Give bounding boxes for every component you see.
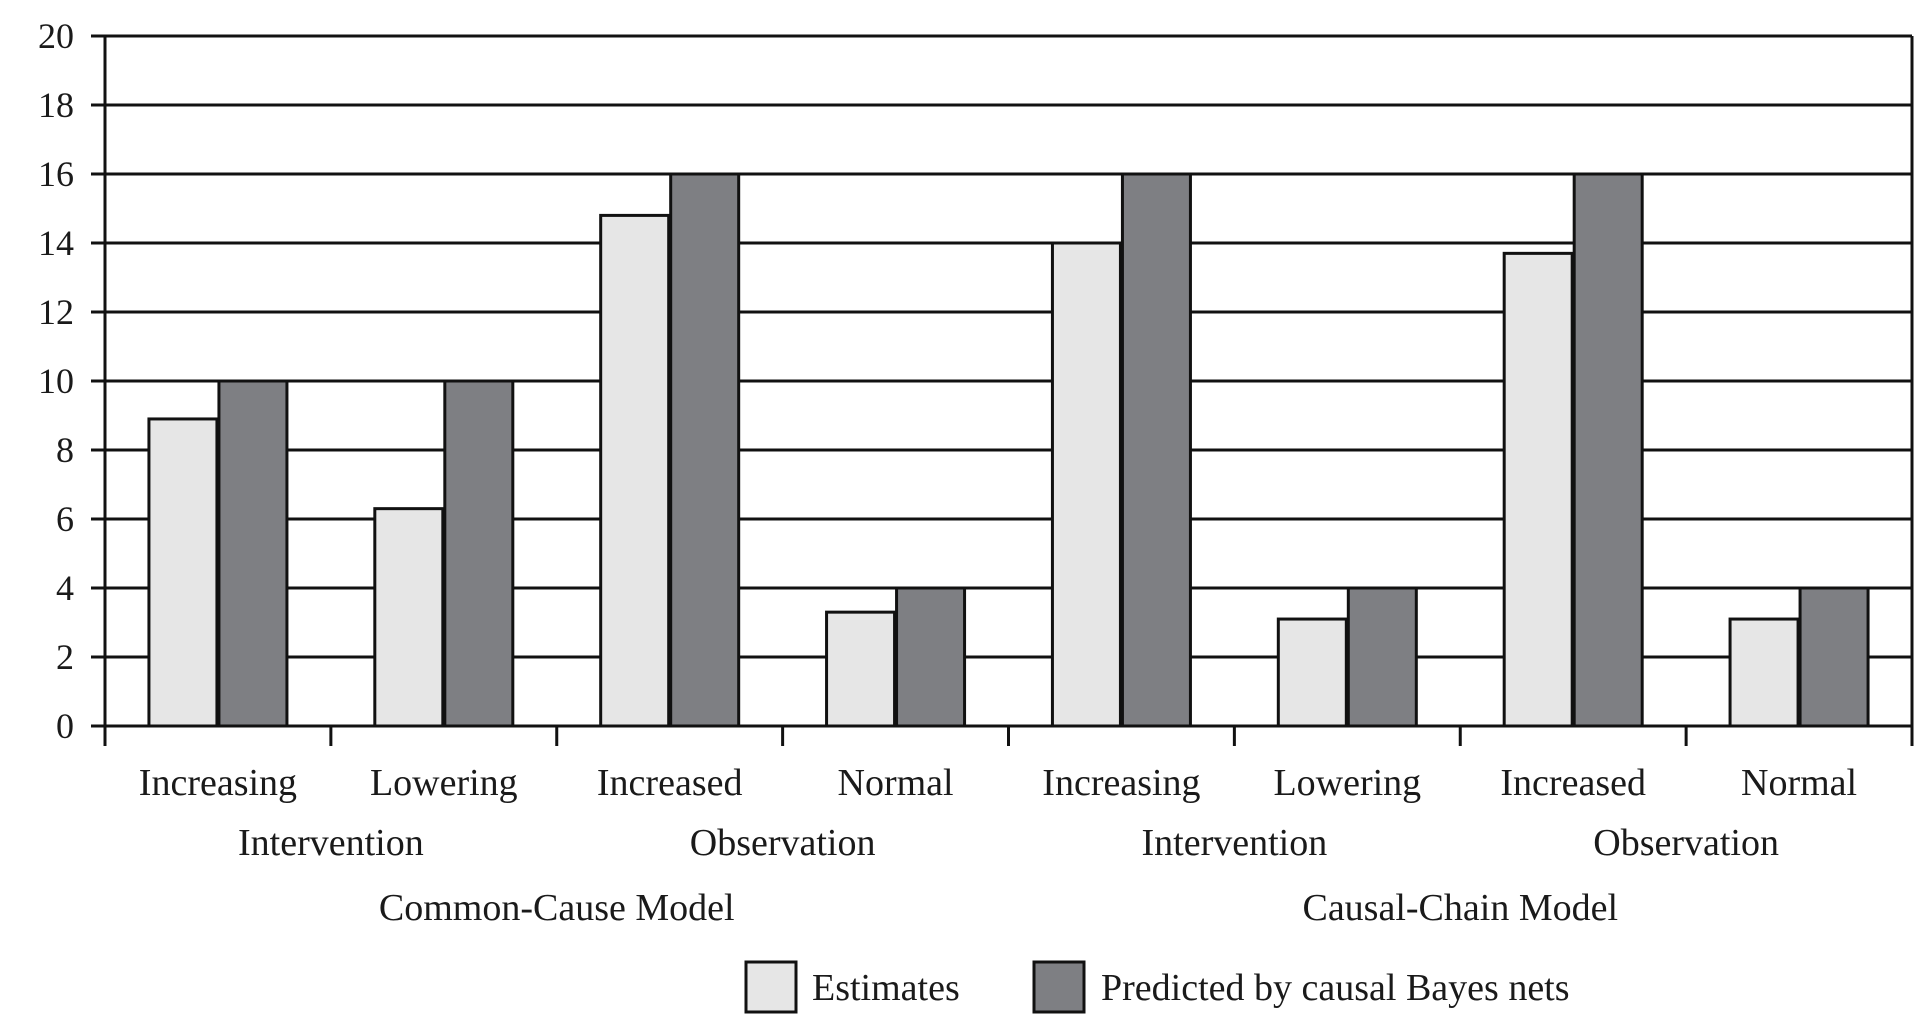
y-tick-label: 4 (56, 568, 74, 608)
axes (91, 34, 1914, 746)
x-category-label: Lowering (1273, 762, 1421, 804)
y-tick-label: 20 (38, 16, 74, 56)
bar-estimates (599, 213, 671, 728)
y-tick-label: 8 (56, 430, 74, 470)
bar-estimates (1276, 617, 1348, 728)
y-tick-labels: 0 2 4 6 8 10 12 14 16 18 20 (38, 16, 74, 746)
bar-estimates (1728, 617, 1800, 728)
x-category-label: Increased (1500, 762, 1646, 804)
y-tick-label: 2 (56, 637, 74, 677)
y-tick-label: 6 (56, 499, 74, 539)
bar-predicted (443, 379, 515, 728)
x-category-label: Lowering (370, 762, 518, 804)
bar-predicted (1572, 172, 1644, 728)
legend: Estimates Predicted by causal Bayes nets (744, 960, 1570, 1014)
x-group-label: Causal-Chain Model (1302, 887, 1618, 929)
bar-estimates (373, 507, 445, 728)
bar-predicted (669, 172, 741, 728)
bar-predicted (895, 586, 967, 728)
legend-label: Estimates (812, 967, 960, 1009)
x-category-label: Increased (597, 762, 743, 804)
bar-estimates (825, 610, 897, 728)
y-tick-label: 0 (56, 706, 74, 746)
x-subgroup-label: Intervention (238, 822, 424, 864)
legend-swatch (744, 960, 798, 1014)
y-tick-label: 10 (38, 361, 74, 401)
x-category-labels: Increasing Lowering Increased Normal Increas… (139, 762, 1857, 929)
x-subgroup-label: Intervention (1142, 822, 1328, 864)
bar-predicted (217, 379, 289, 728)
x-subgroup-label: Observation (690, 822, 876, 864)
y-tick-label: 18 (38, 85, 74, 125)
y-tick-label: 16 (38, 154, 74, 194)
bar-predicted (1798, 586, 1870, 728)
bar-estimates (147, 417, 219, 728)
legend-swatch (1032, 960, 1086, 1014)
x-group-label: Common-Cause Model (379, 887, 735, 929)
x-category-label: Normal (1741, 762, 1857, 804)
bar-predicted (1346, 586, 1418, 728)
legend-label: Predicted by causal Bayes nets (1101, 967, 1570, 1009)
bar-estimates (1050, 241, 1122, 728)
bar-predicted (1120, 172, 1192, 728)
bar-estimates (1502, 251, 1574, 728)
x-category-label: Normal (838, 762, 954, 804)
x-category-label: Increasing (1042, 762, 1200, 804)
y-tick-label: 12 (38, 292, 74, 332)
x-subgroup-label: Observation (1593, 822, 1779, 864)
y-tick-label: 14 (38, 223, 74, 263)
x-category-label: Increasing (139, 762, 297, 804)
